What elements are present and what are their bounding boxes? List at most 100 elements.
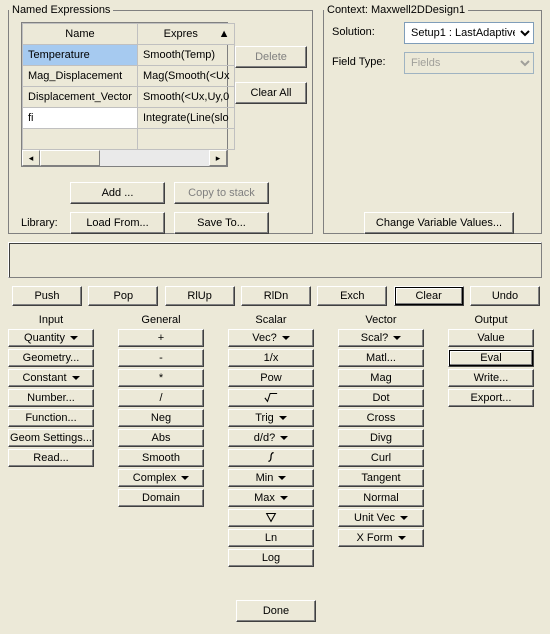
scalar-op-5[interactable]: d/d? — [228, 429, 314, 447]
scalar-op-10[interactable]: Ln — [228, 529, 314, 547]
done-button[interactable]: Done — [236, 600, 316, 622]
cell-expr[interactable]: Mag(Smooth(<Ux — [137, 66, 235, 87]
dropdown-icon — [70, 336, 78, 340]
general-op-6[interactable]: Smooth — [118, 449, 204, 467]
clear-button[interactable]: Clear — [394, 286, 464, 306]
general-op-0[interactable]: + — [118, 329, 204, 347]
general-op-3[interactable]: / — [118, 389, 204, 407]
cell-expr[interactable]: Integrate(Line(slo — [137, 108, 235, 129]
scroll-track[interactable] — [40, 150, 209, 166]
saveto-button[interactable]: Save To... — [174, 212, 269, 234]
clearall-button[interactable]: Clear All — [235, 82, 307, 104]
vector-op-3[interactable]: Dot — [338, 389, 424, 407]
vector-op-6[interactable]: Curl — [338, 449, 424, 467]
col-expr[interactable]: Expres ▲ — [137, 24, 235, 45]
cell-expr[interactable]: Smooth(<Ux,Uy,0 — [137, 87, 235, 108]
scalar-op-8[interactable]: Max — [228, 489, 314, 507]
table-row[interactable]: fi Integrate(Line(slo — [23, 108, 235, 129]
input-op-1[interactable]: Geometry... — [8, 349, 94, 367]
op-label: Curl — [371, 452, 391, 464]
rldn-button[interactable]: RlDn — [241, 286, 311, 306]
push-button[interactable]: Push — [12, 286, 82, 306]
op-label: Write... — [474, 372, 509, 384]
input-op-3[interactable]: Number... — [8, 389, 94, 407]
table-row[interactable]: Temperature Smooth(Temp) — [23, 45, 235, 66]
general-op-1[interactable]: - — [118, 349, 204, 367]
vector-op-9[interactable]: Unit Vec — [338, 509, 424, 527]
scalar-op-7[interactable]: Min — [228, 469, 314, 487]
scroll-left-icon[interactable]: ◂ — [22, 150, 40, 166]
undo-button[interactable]: Undo — [470, 286, 540, 306]
input-op-4[interactable]: Function... — [8, 409, 94, 427]
named-expressions-legend: Named Expressions — [9, 4, 113, 16]
output-op-2[interactable]: Write... — [448, 369, 534, 387]
op-label: Unit Vec — [354, 512, 395, 524]
scalar-op-4[interactable]: Trig — [228, 409, 314, 427]
vector-op-0[interactable]: Scal? — [338, 329, 424, 347]
calculator-window: Named Expressions Name Expres ▲ Tem — [0, 0, 549, 633]
library-label: Library: — [21, 217, 58, 229]
vector-op-7[interactable]: Tangent — [338, 469, 424, 487]
table-row[interactable]: Mag_Displacement Mag(Smooth(<Ux — [23, 66, 235, 87]
output-op-0[interactable]: Value — [448, 329, 534, 347]
add-button[interactable]: Add ... — [70, 182, 165, 204]
op-label: Vec? — [252, 332, 276, 344]
general-op-2[interactable]: * — [118, 369, 204, 387]
dropdown-icon — [400, 516, 408, 520]
scroll-right-icon[interactable]: ▸ — [209, 150, 227, 166]
vector-op-5[interactable]: Divg — [338, 429, 424, 447]
vector-column: Vector Scal?Matl...MagDotCrossDivgCurlTa… — [338, 314, 424, 567]
input-op-2[interactable]: Constant — [8, 369, 94, 387]
op-label: Smooth — [142, 452, 180, 464]
cell-name[interactable]: Temperature — [23, 45, 138, 66]
expression-grid: Name Expres ▲ Temperature Smooth(Temp) M… — [21, 22, 228, 167]
input-op-5[interactable]: Geom Settings... — [8, 429, 94, 447]
changevarvalues-button[interactable]: Change Variable Values... — [364, 212, 514, 234]
input-op-0[interactable]: Quantity — [8, 329, 94, 347]
grid-hscroll[interactable]: ◂ ▸ — [22, 150, 227, 166]
scalar-op-9[interactable] — [228, 509, 314, 527]
op-label: Pow — [260, 372, 281, 384]
scroll-thumb[interactable] — [40, 150, 100, 166]
scalar-column: Scalar Vec?1/xPowTrigd/d?MinMaxLnLog — [228, 314, 314, 567]
cell-expr[interactable]: Smooth(Temp) — [137, 45, 235, 66]
op-label: Read... — [33, 452, 68, 464]
cell-name[interactable]: Mag_Displacement — [23, 66, 138, 87]
output-op-3[interactable]: Export... — [448, 389, 534, 407]
general-op-4[interactable]: Neg — [118, 409, 204, 427]
general-op-5[interactable]: Abs — [118, 429, 204, 447]
vector-op-8[interactable]: Normal — [338, 489, 424, 507]
copytostack-button[interactable]: Copy to stack — [174, 182, 269, 204]
pop-button[interactable]: Pop — [88, 286, 158, 306]
op-label: Tangent — [361, 472, 400, 484]
op-label: Domain — [142, 492, 180, 504]
rlup-button[interactable]: RlUp — [165, 286, 235, 306]
delete-button[interactable]: Delete — [235, 46, 307, 68]
dropdown-icon — [393, 336, 401, 340]
cell-name[interactable]: Displacement_Vector — [23, 87, 138, 108]
solution-select[interactable]: Setup1 : LastAdaptive — [404, 22, 534, 44]
col-name[interactable]: Name — [23, 24, 138, 45]
exch-button[interactable]: Exch — [317, 286, 387, 306]
scalar-op-0[interactable]: Vec? — [228, 329, 314, 347]
vector-op-1[interactable]: Matl... — [338, 349, 424, 367]
cell-name[interactable]: fi — [23, 108, 138, 129]
fieldtype-select[interactable]: Fields — [404, 52, 534, 74]
scalar-op-1[interactable]: 1/x — [228, 349, 314, 367]
general-op-7[interactable]: Complex — [118, 469, 204, 487]
loadfrom-button[interactable]: Load From... — [70, 212, 165, 234]
scalar-op-3[interactable] — [228, 389, 314, 407]
scalar-op-11[interactable]: Log — [228, 549, 314, 567]
scalar-op-6[interactable] — [228, 449, 314, 467]
table-row-empty — [23, 129, 235, 150]
general-op-8[interactable]: Domain — [118, 489, 204, 507]
vector-op-4[interactable]: Cross — [338, 409, 424, 427]
vector-op-10[interactable]: X Form — [338, 529, 424, 547]
table-row[interactable]: Displacement_Vector Smooth(<Ux,Uy,0 — [23, 87, 235, 108]
input-op-6[interactable]: Read... — [8, 449, 94, 467]
scalar-op-2[interactable]: Pow — [228, 369, 314, 387]
vector-op-2[interactable]: Mag — [338, 369, 424, 387]
op-label: Matl... — [366, 352, 396, 364]
output-op-1[interactable]: Eval — [448, 349, 534, 367]
op-label: Eval — [480, 352, 501, 364]
